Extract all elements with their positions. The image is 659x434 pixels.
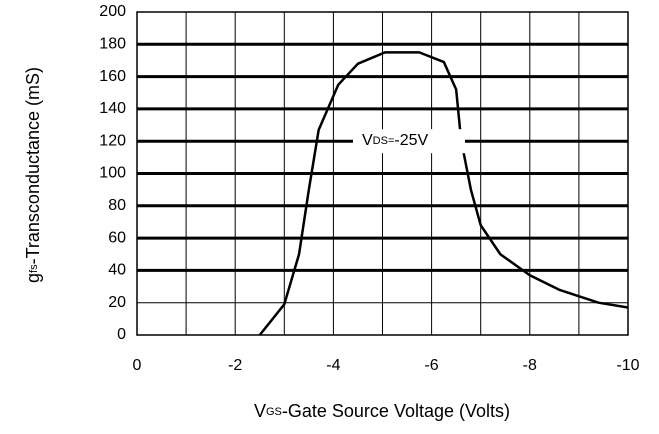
y-tick-label: 200	[99, 3, 126, 20]
x-tick-label: -10	[616, 357, 639, 374]
y-tick-label: 20	[108, 294, 126, 311]
y-tick-label: 40	[108, 262, 126, 279]
text-part: V	[362, 132, 373, 149]
annotation-bg	[353, 129, 465, 154]
annotation: VDS=-25V	[362, 132, 429, 149]
text-part: -Gate Source Voltage (Volts)	[282, 401, 510, 421]
text-part: DS=	[373, 135, 395, 147]
y-tick-label: 120	[99, 132, 126, 149]
text-part: fs	[28, 264, 40, 273]
y-tick-label: 0	[117, 326, 126, 343]
text-part: -25V	[394, 132, 428, 149]
x-tick-label: -8	[523, 357, 537, 374]
y-tick-label: 140	[99, 100, 126, 117]
y-axis-label: gfs-Transconductance (mS)	[23, 67, 43, 283]
x-tick-label: -2	[228, 357, 242, 374]
x-tick-label: -6	[424, 357, 438, 374]
text-part: g	[23, 273, 43, 283]
y-tick-label: 100	[99, 165, 126, 182]
text-part: GS	[266, 406, 282, 418]
y-tick-label: 60	[108, 229, 126, 246]
text-part: V	[254, 401, 266, 421]
text-part: -Transconductance (mS)	[23, 67, 43, 264]
x-axis-label: VGS-Gate Source Voltage (Volts)	[254, 401, 510, 421]
y-tick-label: 180	[99, 36, 126, 53]
x-tick-label: 0	[133, 357, 142, 374]
plot-frame	[136, 11, 629, 336]
y-tick-label: 80	[108, 197, 126, 214]
x-tick-label: -4	[326, 357, 340, 374]
line-series	[258, 51, 629, 336]
y-tick-label: 160	[99, 68, 126, 85]
